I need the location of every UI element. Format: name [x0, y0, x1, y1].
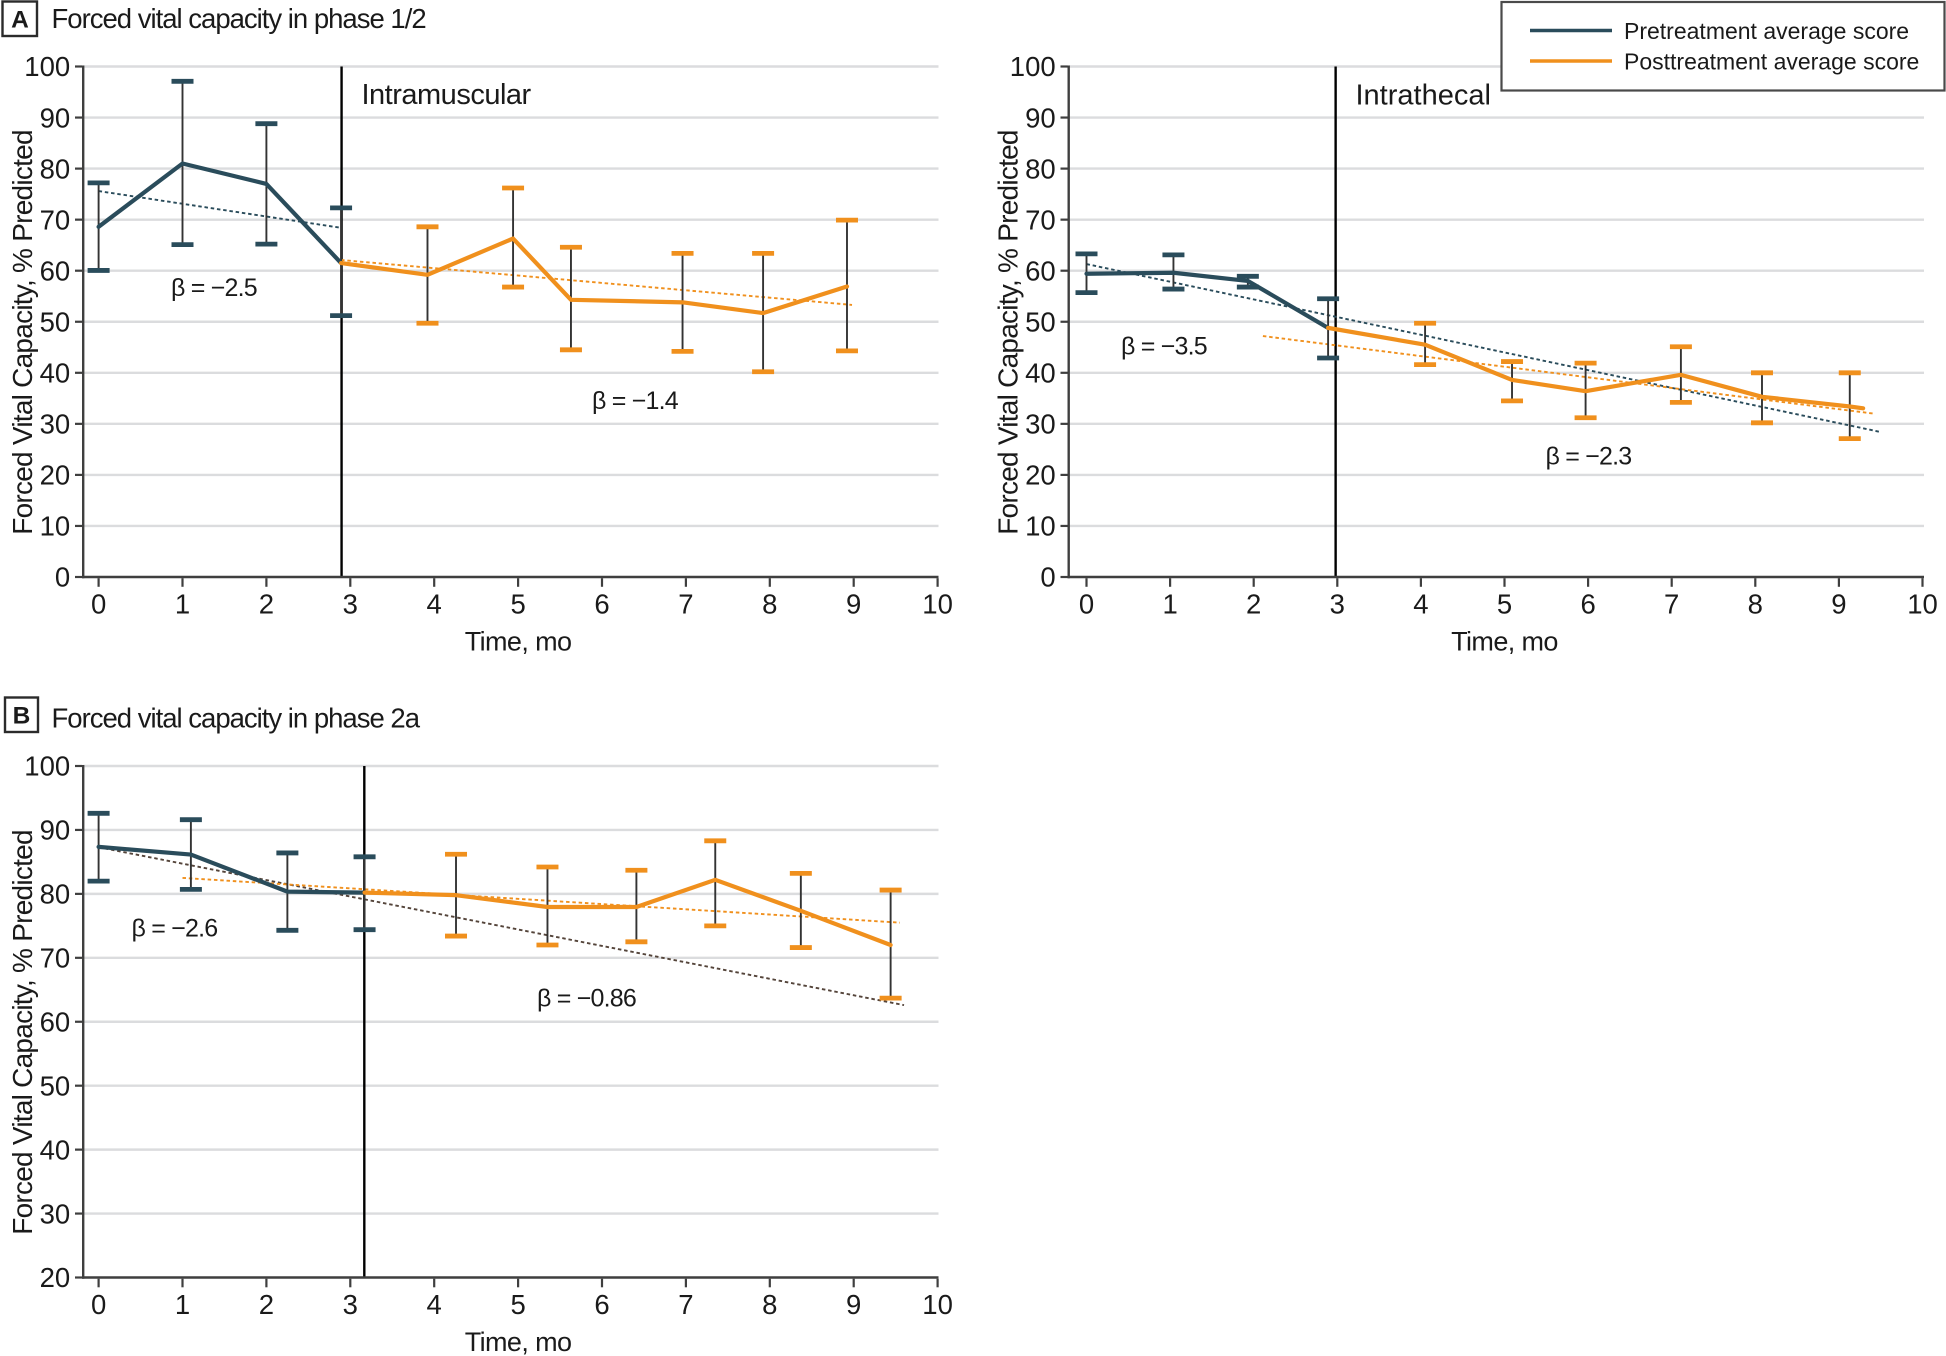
svg-text:0: 0 [1040, 562, 1055, 593]
svg-text:β = −0.86: β = −0.86 [537, 985, 636, 1013]
svg-text:10: 10 [922, 589, 953, 620]
svg-text:0: 0 [1079, 589, 1094, 620]
svg-text:7: 7 [678, 1289, 693, 1320]
svg-text:Intrathecal: Intrathecal [1356, 80, 1491, 112]
svg-text:7: 7 [678, 589, 693, 620]
svg-text:30: 30 [40, 409, 71, 440]
svg-text:4: 4 [427, 589, 442, 620]
svg-text:10: 10 [40, 511, 71, 542]
svg-text:5: 5 [1497, 589, 1512, 620]
svg-text:10: 10 [1907, 589, 1938, 620]
svg-text:90: 90 [40, 815, 71, 846]
svg-text:Forced vital capacity in phase: Forced vital capacity in phase 1/2 [52, 3, 426, 34]
svg-text:Forced vital capacity in phase: Forced vital capacity in phase 2a [52, 703, 421, 734]
svg-text:Forced Vital Capacity, % Predi: Forced Vital Capacity, % Predicted [7, 830, 38, 1235]
svg-text:60: 60 [1025, 255, 1056, 286]
svg-text:6: 6 [594, 1289, 609, 1320]
svg-text:10: 10 [922, 1289, 953, 1320]
svg-text:100: 100 [24, 751, 70, 782]
svg-text:90: 90 [1025, 102, 1056, 133]
svg-text:1: 1 [1162, 589, 1177, 620]
svg-text:20: 20 [40, 460, 71, 491]
svg-text:50: 50 [40, 306, 71, 337]
svg-text:30: 30 [40, 1198, 71, 1229]
svg-text:100: 100 [24, 51, 70, 82]
svg-text:Pretreatment average score: Pretreatment average score [1624, 18, 1909, 44]
svg-text:0: 0 [91, 589, 106, 620]
svg-text:9: 9 [846, 1289, 861, 1320]
svg-text:80: 80 [40, 153, 71, 184]
svg-text:9: 9 [1831, 589, 1846, 620]
svg-text:10: 10 [1025, 511, 1056, 542]
svg-text:70: 70 [40, 943, 71, 974]
svg-text:A: A [11, 7, 29, 34]
svg-text:β = −2.3: β = −2.3 [1546, 443, 1632, 471]
svg-text:B: B [13, 703, 31, 730]
svg-text:Intramuscular: Intramuscular [362, 79, 532, 111]
svg-text:Time, mo: Time, mo [465, 627, 572, 657]
svg-text:β = −2.6: β = −2.6 [132, 915, 218, 943]
svg-text:Posttreatment average score: Posttreatment average score [1624, 48, 1919, 74]
svg-text:1: 1 [175, 1289, 190, 1320]
svg-text:6: 6 [594, 589, 609, 620]
svg-text:β = −2.5: β = −2.5 [171, 274, 257, 302]
svg-text:40: 40 [40, 1134, 71, 1165]
svg-text:6: 6 [1580, 589, 1595, 620]
svg-text:Forced Vital Capacity, % Predi: Forced Vital Capacity, % Predicted [993, 130, 1024, 535]
svg-text:Forced Vital Capacity, % Predi: Forced Vital Capacity, % Predicted [7, 130, 38, 535]
svg-text:5: 5 [510, 1289, 525, 1320]
svg-text:8: 8 [1748, 589, 1763, 620]
svg-text:30: 30 [1025, 409, 1056, 440]
svg-text:2: 2 [259, 589, 274, 620]
svg-text:40: 40 [1025, 358, 1056, 389]
svg-text:4: 4 [427, 1289, 442, 1320]
svg-text:8: 8 [762, 1289, 777, 1320]
svg-text:0: 0 [91, 1289, 106, 1320]
svg-text:40: 40 [40, 358, 71, 389]
svg-text:1: 1 [175, 589, 190, 620]
svg-text:8: 8 [762, 589, 777, 620]
svg-text:90: 90 [40, 102, 71, 133]
svg-text:3: 3 [343, 589, 358, 620]
svg-text:9: 9 [846, 589, 861, 620]
svg-text:50: 50 [40, 1070, 71, 1101]
svg-text:80: 80 [1025, 153, 1056, 184]
svg-text:7: 7 [1664, 589, 1679, 620]
svg-text:3: 3 [1330, 589, 1345, 620]
svg-text:β = −1.4: β = −1.4 [592, 387, 679, 415]
svg-text:Time, mo: Time, mo [465, 1327, 572, 1356]
svg-text:β = −3.5: β = −3.5 [1121, 333, 1207, 361]
svg-text:70: 70 [1025, 204, 1056, 235]
svg-text:80: 80 [40, 879, 71, 910]
svg-text:60: 60 [40, 1006, 71, 1037]
svg-text:50: 50 [1025, 306, 1056, 337]
svg-text:0: 0 [55, 562, 70, 593]
svg-text:2: 2 [259, 1289, 274, 1320]
svg-text:20: 20 [1025, 460, 1056, 491]
svg-text:60: 60 [40, 255, 71, 286]
svg-text:100: 100 [1010, 51, 1056, 82]
svg-text:3: 3 [343, 1289, 358, 1320]
svg-text:4: 4 [1413, 589, 1428, 620]
svg-text:2: 2 [1246, 589, 1261, 620]
svg-text:20: 20 [40, 1262, 71, 1293]
svg-text:Time, mo: Time, mo [1451, 627, 1558, 657]
svg-text:70: 70 [40, 204, 71, 235]
svg-text:5: 5 [510, 589, 525, 620]
